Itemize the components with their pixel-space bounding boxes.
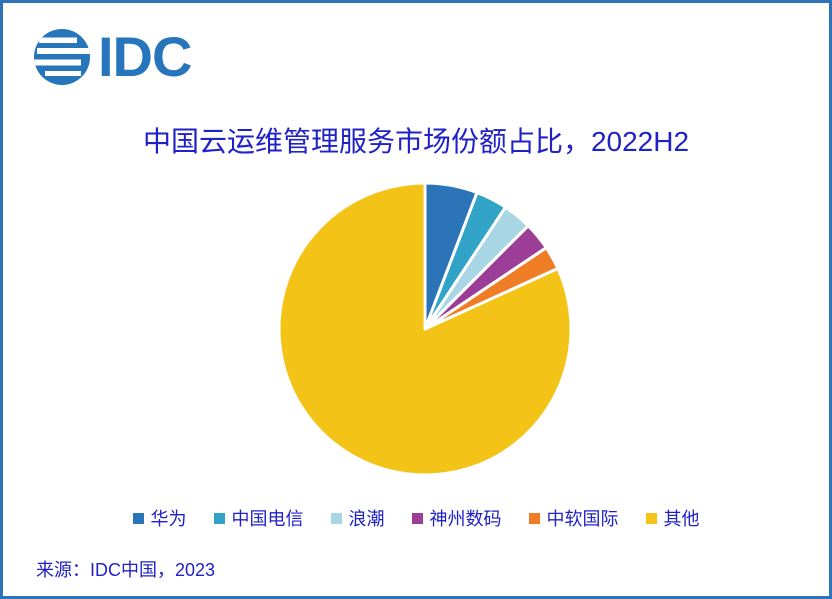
legend-item-2: 浪潮 xyxy=(330,505,385,531)
idc-logo: IDC xyxy=(33,25,192,88)
legend-item-4: 中软国际 xyxy=(528,505,619,531)
legend-swatch-icon xyxy=(411,512,423,524)
legend-label: 神州数码 xyxy=(429,509,502,529)
chart-legend: 华为 中国电信 浪潮 神州数码 中软国际 其他 xyxy=(3,505,829,531)
chart-title: 中国云运维管理服务市场份额占比，2022H2 xyxy=(142,126,690,157)
legend-swatch-icon xyxy=(330,512,342,524)
legend-label: 华为 xyxy=(150,509,187,529)
legend-swatch-icon xyxy=(645,512,657,524)
legend-item-3: 神州数码 xyxy=(411,505,502,531)
legend-label: 中国电信 xyxy=(231,509,304,529)
legend-item-0: 华为 xyxy=(132,505,187,531)
source-note: 来源：IDC中国，2023 xyxy=(36,560,216,580)
legend-swatch-icon xyxy=(213,512,225,524)
legend-item-5: 其他 xyxy=(645,505,700,531)
legend-item-1: 中国电信 xyxy=(213,505,304,531)
legend-swatch-icon xyxy=(528,512,540,524)
idc-globe-icon xyxy=(34,29,90,85)
pie-chart xyxy=(277,181,573,477)
legend-label: 浪潮 xyxy=(348,509,385,529)
legend-label: 其他 xyxy=(663,509,700,529)
legend-swatch-icon xyxy=(132,512,144,524)
legend-label: 中软国际 xyxy=(546,509,619,529)
pie-slice-5 xyxy=(277,181,573,477)
idc-logo-text: IDC xyxy=(98,25,192,88)
